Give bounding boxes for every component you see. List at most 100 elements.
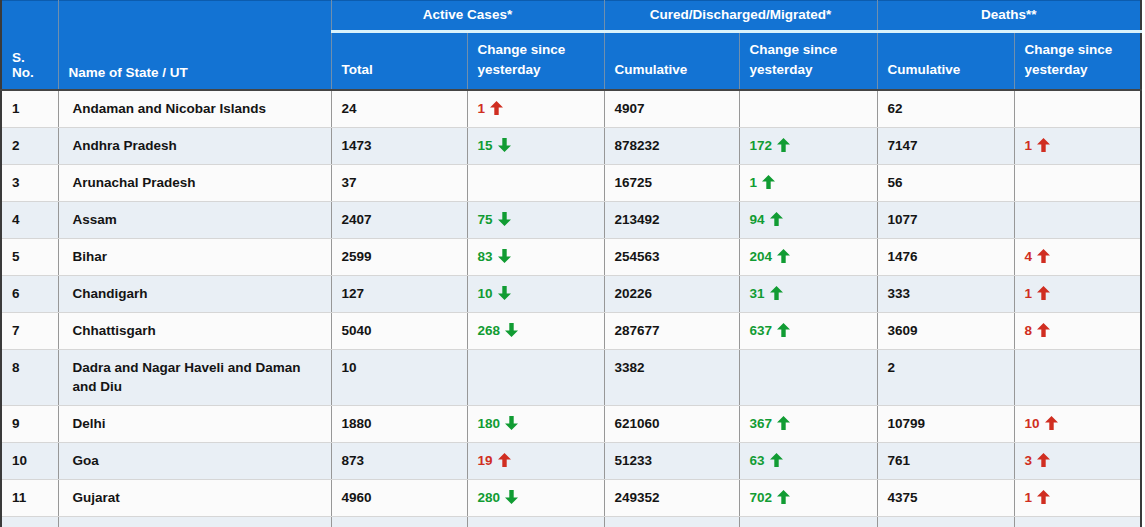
up-arrow-icon	[1037, 286, 1050, 300]
deaths-change-cell: 3	[1014, 442, 1141, 479]
deaths-cumulative-cell: 2	[877, 349, 1014, 405]
deaths-change-cell	[1014, 90, 1141, 128]
active-change-header: Change since yesterday	[467, 32, 604, 90]
table-row: 2 Andhra Pradesh 1473 15 878232 172 7147…	[1, 127, 1141, 164]
serial-cell	[1, 516, 58, 527]
deaths-change-cell: 4	[1014, 238, 1141, 275]
covid-statewise-table-page: S. No. Name of State / UT Active Cases* …	[0, 0, 1145, 527]
active-total-cell: 127	[331, 275, 467, 312]
cured-change-cell: 94	[739, 201, 877, 238]
state-name-cell: Gujarat	[58, 479, 331, 516]
up-arrow-icon	[1037, 490, 1050, 504]
cured-cumulative-cell: 878232	[604, 127, 739, 164]
state-name-cell: Andaman and Nicobar Islands	[58, 90, 331, 128]
change-value: 204	[750, 249, 773, 264]
table-row: 1 Andaman and Nicobar Islands 24 1 4907 …	[1, 90, 1141, 128]
down-arrow-icon	[505, 416, 518, 430]
down-arrow-icon	[498, 249, 511, 263]
active-total-cell: 5040	[331, 312, 467, 349]
deaths-cumulative-cell: 10799	[877, 405, 1014, 442]
table-row: 7 Chhattisgarh 5040 268 287677 637 3609 …	[1, 312, 1141, 349]
active-total-cell: 10	[331, 349, 467, 405]
down-arrow-icon	[505, 490, 518, 504]
cured-cumulative-cell: 4907	[604, 90, 739, 128]
deaths-cumulative-cell: 3609	[877, 312, 1014, 349]
active-change-cell	[467, 349, 604, 405]
change-value: 180	[478, 416, 501, 431]
active-change-cell: 19	[467, 442, 604, 479]
table-row: 8 Dadra and Nagar Haveli and Daman and D…	[1, 349, 1141, 405]
change-value: 1	[1025, 490, 1033, 505]
change-value: 1	[1025, 138, 1033, 153]
active-change-cell: 15	[467, 127, 604, 164]
cured-cumulative-cell	[604, 516, 739, 527]
covid-statewise-table: S. No. Name of State / UT Active Cases* …	[0, 0, 1142, 527]
change-value: 1	[750, 175, 758, 190]
active-change-cell: 83	[467, 238, 604, 275]
change-value: 268	[478, 323, 501, 338]
change-value: 3	[1025, 453, 1033, 468]
deaths-cumulative-header: Cumulative	[877, 32, 1014, 90]
serial-cell: 5	[1, 238, 58, 275]
serial-cell: 3	[1, 164, 58, 201]
change-value: 10	[478, 286, 493, 301]
serial-cell: 8	[1, 349, 58, 405]
serial-column-header: S. No.	[1, 1, 58, 90]
active-total-cell: 1473	[331, 127, 467, 164]
up-arrow-icon	[1037, 249, 1050, 263]
cured-change-cell: 637	[739, 312, 877, 349]
state-name-cell: Arunachal Pradesh	[58, 164, 331, 201]
change-value: 637	[750, 323, 773, 338]
cured-change-cell: 63	[739, 442, 877, 479]
up-arrow-icon	[490, 101, 503, 115]
state-name-cell: Bihar	[58, 238, 331, 275]
state-name-cell: Chhattisgarh	[58, 312, 331, 349]
down-arrow-icon	[498, 286, 511, 300]
deaths-cumulative-cell: 1476	[877, 238, 1014, 275]
cured-change-cell: 204	[739, 238, 877, 275]
cured-change-cell: 31	[739, 275, 877, 312]
active-total-cell	[331, 516, 467, 527]
serial-cell: 10	[1, 442, 58, 479]
cured-cumulative-cell: 249352	[604, 479, 739, 516]
up-arrow-icon	[777, 490, 790, 504]
table-row: 10 Goa 873 19 51233 63 761 3	[1, 442, 1141, 479]
cured-change-cell	[739, 349, 877, 405]
active-change-cell	[467, 164, 604, 201]
cured-change-cell: 172	[739, 127, 877, 164]
change-value: 1	[1025, 286, 1033, 301]
up-arrow-icon	[1045, 416, 1058, 430]
state-column-header: Name of State / UT	[58, 1, 331, 90]
active-change-cell: 10	[467, 275, 604, 312]
cured-change-cell: 1	[739, 164, 877, 201]
active-change-cell: 1	[467, 90, 604, 128]
deaths-cumulative-cell: 4375	[877, 479, 1014, 516]
deaths-cumulative-cell: 62	[877, 90, 1014, 128]
active-total-cell: 24	[331, 90, 467, 128]
up-arrow-icon	[770, 286, 783, 300]
up-arrow-icon	[777, 249, 790, 263]
change-value: 10	[1025, 416, 1040, 431]
table-row: 11 Gujarat 4960 280 249352 702 4375 1	[1, 479, 1141, 516]
up-arrow-icon	[762, 175, 775, 189]
change-value: 702	[750, 490, 773, 505]
serial-cell: 7	[1, 312, 58, 349]
cured-change-header: Change since yesterday	[739, 32, 877, 90]
active-change-cell: 280	[467, 479, 604, 516]
up-arrow-icon	[498, 453, 511, 467]
cured-change-cell: 367	[739, 405, 877, 442]
table-row: 6 Chandigarh 127 10 20226 31 333 1	[1, 275, 1141, 312]
change-value: 8	[1025, 323, 1033, 338]
serial-cell: 2	[1, 127, 58, 164]
change-value: 1	[478, 101, 486, 116]
active-total-cell: 4960	[331, 479, 467, 516]
up-arrow-icon	[777, 416, 790, 430]
deaths-change-header: Change since yesterday	[1014, 32, 1141, 90]
state-name-cell: Goa	[58, 442, 331, 479]
change-value: 63	[750, 453, 765, 468]
up-arrow-icon	[777, 138, 790, 152]
active-total-cell: 2599	[331, 238, 467, 275]
active-total-cell: 873	[331, 442, 467, 479]
deaths-change-cell: 1	[1014, 479, 1141, 516]
state-name-cell: Delhi	[58, 405, 331, 442]
